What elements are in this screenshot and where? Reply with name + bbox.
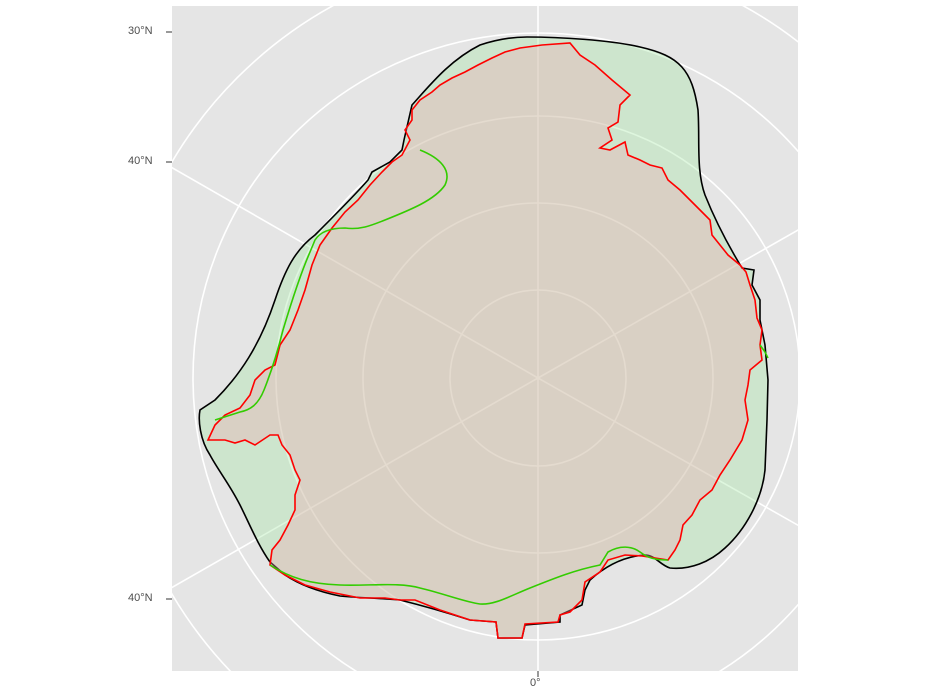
y-tick-label: 40°N [128,155,153,167]
green-boundary-line [269,546,669,605]
y-tick-label: 30°N [128,25,153,37]
green-boundary-line [214,149,448,421]
green-boundary-line [759,344,769,359]
x-tick-label: 0° [530,677,541,689]
graticule [172,6,798,671]
black-boundary-region [198,36,769,639]
graticule-meridian [537,377,798,527]
graticule-meridian [537,229,798,379]
y-tick-label: 40°N [128,592,153,604]
red-boundary-region [206,42,763,639]
graticule-meridian [172,166,539,379]
panel-background [172,6,798,671]
graticule-meridian [172,377,539,589]
